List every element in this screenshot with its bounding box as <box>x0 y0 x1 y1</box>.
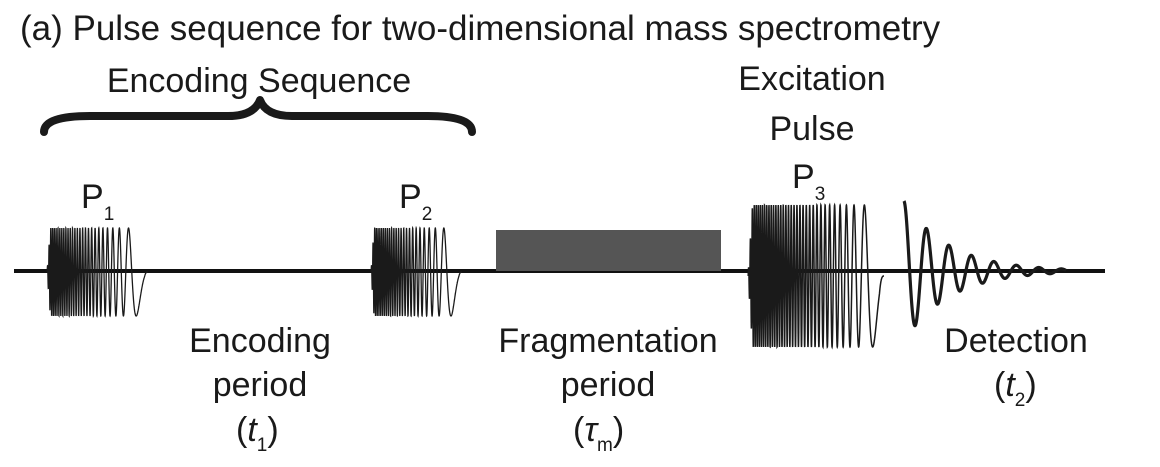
encoding-sequence-brace <box>40 96 476 136</box>
excitation-label-line1: Excitation <box>738 60 885 98</box>
pulse-p2-label: P2 <box>399 178 432 225</box>
detection-signal <box>902 199 1068 328</box>
pulse-p1-waveform <box>46 225 148 319</box>
pulse-p1-label: P1 <box>81 178 114 225</box>
pulse-p2-waveform <box>370 225 462 318</box>
detection-line1: Detection <box>944 322 1088 360</box>
encoding-period-line1: Encoding <box>189 322 331 360</box>
encoding-sequence-label: Encoding Sequence <box>107 62 411 100</box>
fragmentation-period-line1: Fragmentation <box>498 322 717 360</box>
diagram-title: (a) Pulse sequence for two-dimensional m… <box>20 9 941 48</box>
fragmentation-period-variable: (τm) <box>573 411 624 456</box>
fragmentation-period-line2: period <box>561 366 656 404</box>
pulse-p3-label: P3 <box>792 158 825 205</box>
pulse-p3-waveform <box>747 202 884 350</box>
encoding-period-variable: (t1) <box>236 411 279 456</box>
encoding-period-line2: period <box>213 366 308 404</box>
excitation-label-line2: Pulse <box>769 110 854 148</box>
fragmentation-block <box>496 230 721 271</box>
detection-variable: (t2) <box>994 366 1037 411</box>
